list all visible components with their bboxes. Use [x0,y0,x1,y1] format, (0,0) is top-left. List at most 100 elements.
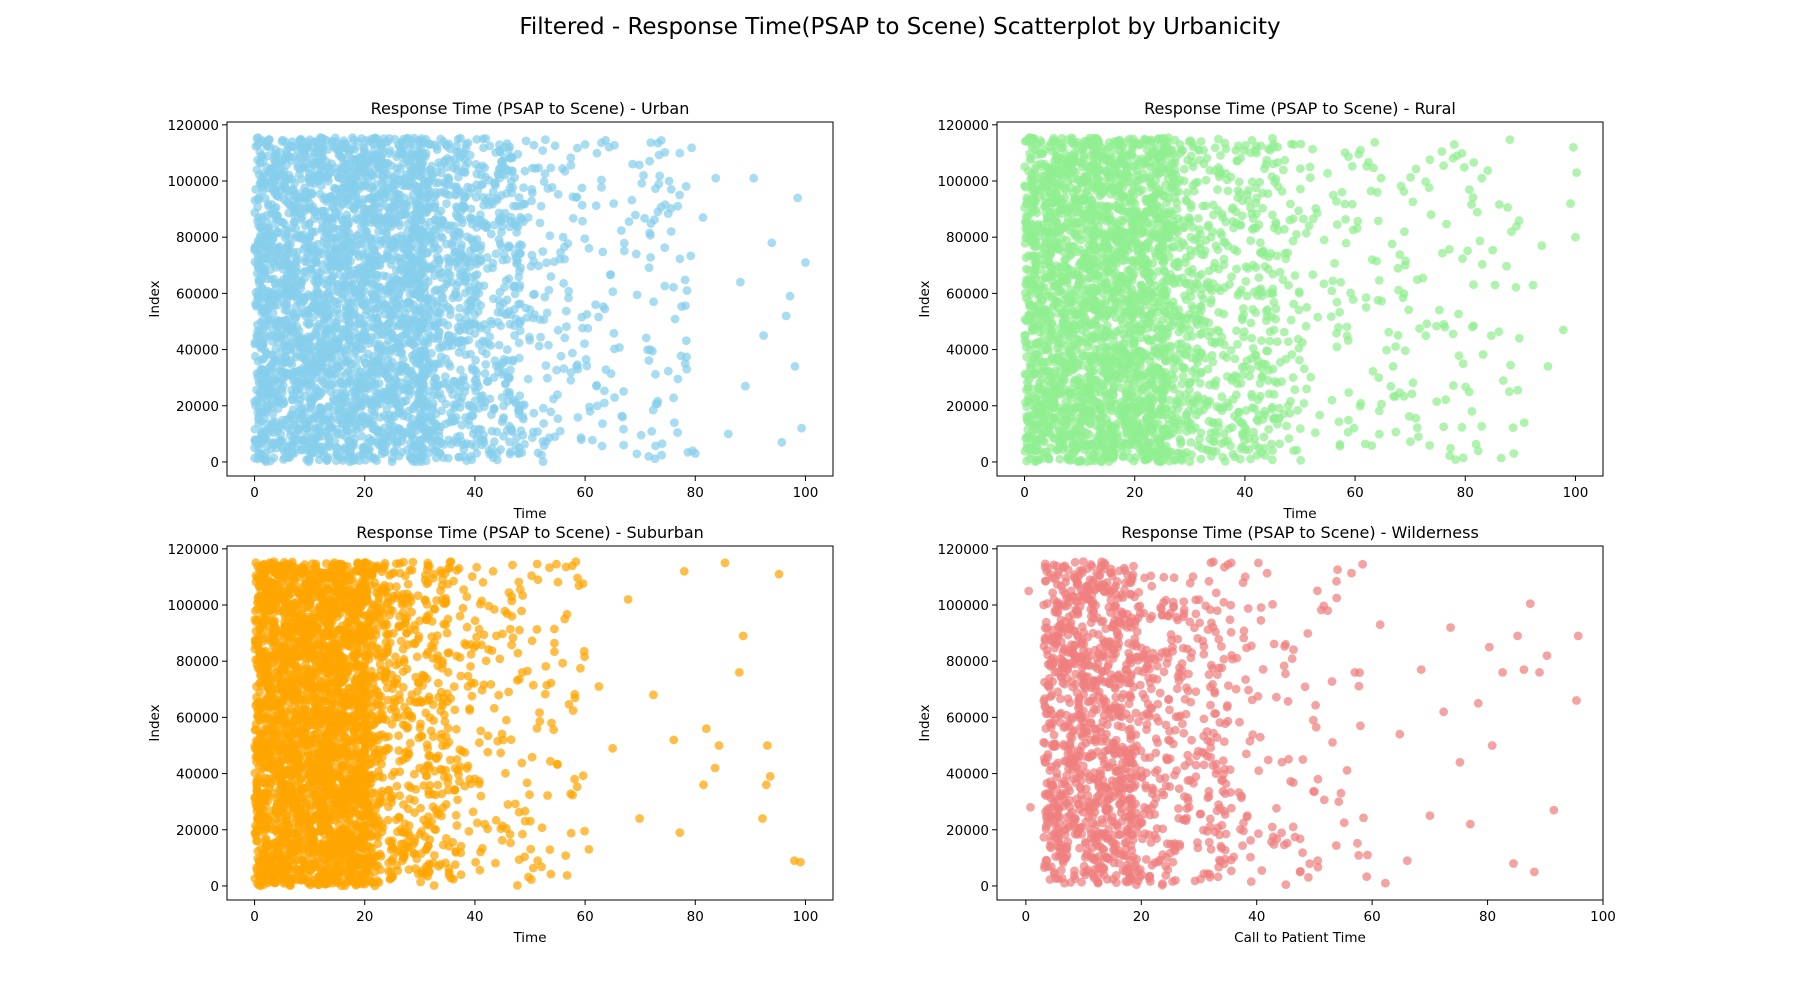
points-layer [250,133,810,467]
scatter-point [452,141,461,151]
scatter-point [285,152,295,162]
scatter-point [474,281,484,291]
scatter-point [314,367,324,377]
scatter-point [258,252,268,262]
scatter-point [363,177,373,186]
scatter-point [284,208,294,218]
scatter-point [447,341,457,350]
scatter-point [422,400,432,410]
scatter-point [333,280,342,289]
scatter-point [283,442,293,452]
scatter-point [538,247,548,256]
scatter-point [434,258,444,267]
scatter-point [446,408,455,418]
scatter-point [550,141,560,151]
scatter-point [278,135,288,145]
scatter-point [368,203,378,212]
scatter-point [479,143,488,153]
scatter-point [429,418,438,427]
scatter-point [444,173,453,183]
scatter-point [307,393,316,403]
scatter-point [279,455,288,464]
scatter-point [362,278,371,287]
scatter-point [400,173,409,183]
scatter-point [302,318,312,328]
scatter-point [562,322,571,331]
scatter-point [434,426,444,436]
scatter-point [536,201,546,211]
scatter-point [580,234,590,244]
scatter-point [558,232,568,242]
scatter-point [341,273,350,283]
scatter-point [323,173,332,183]
scatter-point [440,372,450,381]
scatter-point [312,207,322,216]
scatter-point [335,173,344,183]
scatter-point [375,261,385,270]
scatter-point [394,205,404,215]
scatter-point [380,300,390,309]
scatter-point [609,199,619,208]
scatter-point [275,288,284,298]
scatter-point [298,344,308,353]
scatter-point [387,286,397,296]
scatter-point [577,312,587,322]
scatter-point [287,448,297,458]
scatter-point [497,169,507,179]
scatter-point [415,293,425,303]
scatter-point [584,243,594,253]
scatter-point [344,147,354,156]
scatter-point [393,321,403,331]
scatter-point [253,326,262,336]
scatter-point [391,252,401,262]
y-tick-label: 80000 [176,230,219,246]
scatter-point [267,403,277,412]
scatter-point [512,227,522,237]
scatter-point [404,382,413,392]
scatter-point [317,388,326,398]
scatter-point [506,365,515,375]
scatter-point [423,190,433,200]
scatter-point [286,410,296,419]
scatter-point [419,380,429,390]
scatter-point [486,341,495,350]
scatter-point [609,328,619,338]
scatter-point [518,412,528,421]
scatter-point [296,276,306,285]
scatter-point [356,423,366,432]
scatter-point [416,251,425,261]
scatter-point [302,256,312,266]
scatter-point [777,437,787,447]
scatter-point [401,427,411,437]
scatter-point [408,404,418,414]
scatter-point [254,193,264,202]
scatter-point [466,349,475,359]
scatter-point [423,303,433,312]
scatter-point [471,193,481,202]
scatter-point [615,343,624,352]
scatter-point [295,230,305,240]
scatter-point [408,340,418,349]
scatter-point [299,244,308,254]
scatter-point [255,179,265,188]
scatter-point [272,150,281,159]
scatter-point [1072,185,1081,195]
scatter-point [516,249,525,258]
scatter-point [268,309,278,318]
scatter-point [506,152,516,161]
scatter-point [465,246,475,256]
scatter-point [268,350,278,360]
scatter-point [383,414,392,423]
scatter-point [267,165,277,175]
scatter-point [465,286,475,295]
scatter-point [444,435,454,445]
scatter-point [403,445,412,455]
scatter-point [585,406,595,416]
scatter-point [289,282,299,291]
scatter-point [492,427,502,437]
scatter-point [372,252,382,261]
scatter-point [264,223,273,233]
scatter-point [387,313,397,323]
scatter-point [322,455,332,464]
scatter-point [681,182,691,191]
